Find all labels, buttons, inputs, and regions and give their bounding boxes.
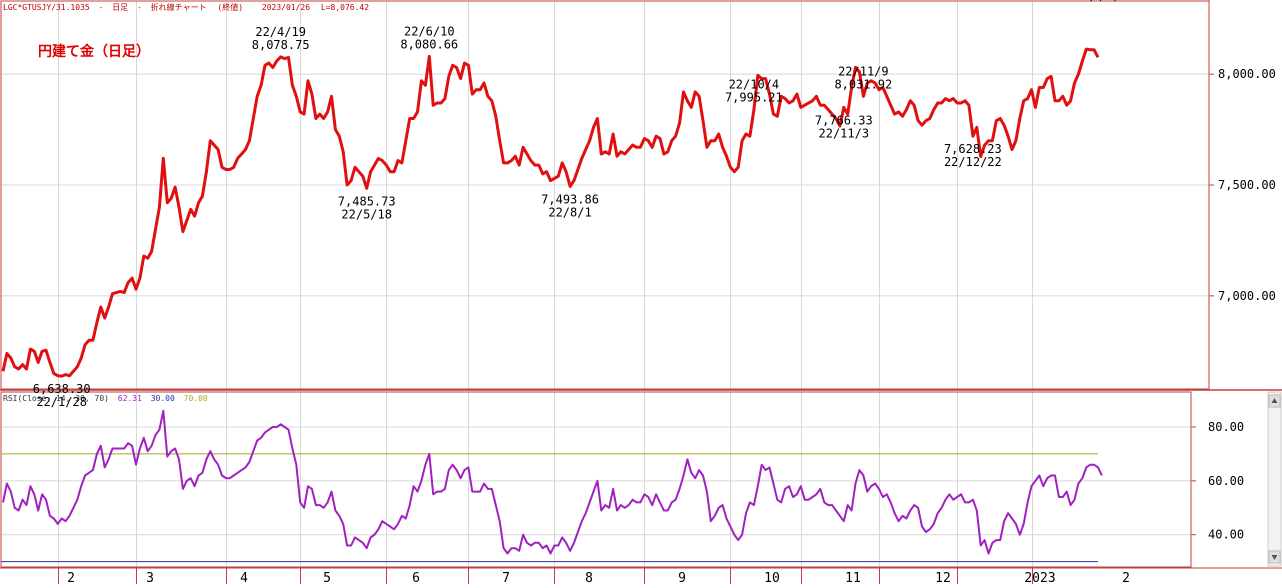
rsi-series <box>2 409 1103 555</box>
rsi-value: 62.31 <box>118 394 142 403</box>
rsi-grid <box>1 426 1190 536</box>
annotation-line: 22/8/1 <box>548 205 591 219</box>
rsi-tick-label: 40.00 <box>1208 528 1244 542</box>
price-kind-label: (終値) <box>217 2 243 12</box>
rsi-upper-value: 70.00 <box>184 394 208 403</box>
price-axis: 7,000.00 7,500.00 8,000.00 <box>1209 67 1276 303</box>
month-label: 9 <box>678 571 686 584</box>
price-series <box>1 47 1100 378</box>
annotation-line: 7,485.73 <box>338 194 396 208</box>
price-tick-label: 7,000.00 <box>1218 289 1276 303</box>
annotation-line: 22/10/4 <box>729 78 780 92</box>
annotation-line: 22/11/9 <box>838 64 889 78</box>
price-tick-label: 7,500.00 <box>1218 178 1276 192</box>
rsi-lower-value: 30.00 <box>151 394 175 403</box>
month-label: 6 <box>412 571 420 584</box>
annotation-line: 8,080.66 <box>400 37 458 51</box>
month-label: 12 <box>935 571 951 584</box>
annotation-line: 8,078.75 <box>252 38 310 52</box>
rsi-header: RSI(Close, 14, 30, 70) 62.31 30.00 70.00 <box>3 394 208 403</box>
annotation-line: 22/6/10 <box>404 24 455 38</box>
price-tick-label: 8,000.00 <box>1218 67 1276 81</box>
rsi-panel-frame <box>0 391 1192 568</box>
chart-header: LGC*GTUSJY/31.1035 - 日足 - 折れ線チャート (終値) 2… <box>3 2 369 12</box>
chart-title: 円建て金（日足） <box>38 43 150 60</box>
period-label: 日足 <box>112 3 128 12</box>
rsi-label: RSI(Close, 14, 30, 70) <box>3 394 109 403</box>
month-label: 2 <box>67 571 75 584</box>
rsi-tick-label: 80.00 <box>1208 420 1244 434</box>
month-label: 7 <box>502 571 510 584</box>
rsi-tick-label: 60.00 <box>1208 474 1244 488</box>
month-label: 2 <box>1122 571 1130 584</box>
annotation-line: 22/4/19 <box>255 25 306 39</box>
annotation-line: 22/5/18 <box>341 207 392 221</box>
price-grid <box>1 73 1208 297</box>
month-label: 3 <box>146 571 154 584</box>
month-label: 2023 <box>1024 571 1055 584</box>
price-line <box>1 47 1100 378</box>
rsi-axis: 40.00 60.00 80.00 <box>1191 420 1244 542</box>
rsi-bands <box>1 453 1098 563</box>
rsi-scrollbar[interactable] <box>1267 391 1282 567</box>
chart-kind-label: 折れ線チャート <box>151 2 207 12</box>
annotation-line: 22/1/28 <box>36 395 87 409</box>
month-label: 5 <box>323 571 331 584</box>
month-label: 10 <box>764 571 780 584</box>
rsi-line <box>2 409 1103 555</box>
last-price-label: L=8,076.42 <box>321 3 369 12</box>
annotation-line: 8,031.92 <box>834 77 892 91</box>
price-annotations: 6,638.3022/1/2822/4/198,078.757,485.7322… <box>33 0 1139 409</box>
month-label: 8 <box>585 571 593 584</box>
annotation-line: 7,628.23 <box>944 142 1002 156</box>
annotation-line: 7,493.86 <box>541 192 599 206</box>
date-axis: 2 3 4 5 6 7 8 9 10 11 12 2023 2 <box>67 571 1130 586</box>
annotation-line: 6,638.30 <box>33 382 91 396</box>
month-label: 11 <box>845 571 861 584</box>
annotation-line: 7,995.21 <box>725 91 783 105</box>
annotation-line: 7,766.33 <box>815 113 873 127</box>
annotation-line: 22/11/3 <box>819 126 870 140</box>
annotation-line: 8,113.01 <box>1081 0 1139 3</box>
annotation-line: 22/12/22 <box>944 155 1002 169</box>
month-grid <box>58 1 1033 584</box>
month-label: 4 <box>240 571 248 584</box>
date-label: 2023/01/26 <box>262 3 310 12</box>
symbol-label: LGC*GTUSJY/31.1035 <box>3 3 90 12</box>
annotation-line: 23/1/23 <box>1084 0 1135 3</box>
